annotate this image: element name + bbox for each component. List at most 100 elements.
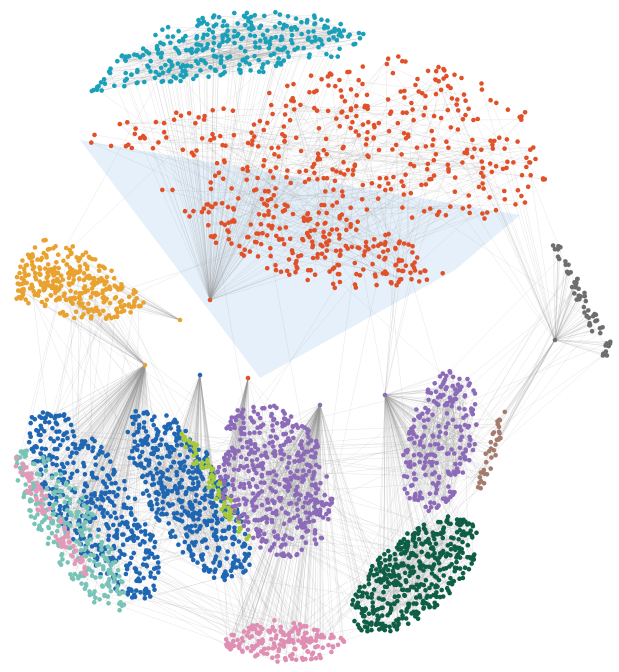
graph-node — [356, 588, 362, 594]
cluster-pink-bottom — [223, 618, 347, 664]
graph-node — [285, 479, 290, 484]
graph-node — [418, 582, 424, 587]
graph-node — [312, 170, 317, 176]
graph-node — [299, 424, 305, 429]
graph-node — [407, 459, 413, 465]
graph-node — [179, 512, 184, 517]
graph-node — [282, 112, 288, 117]
graph-node — [353, 605, 359, 610]
graph-node — [428, 594, 433, 599]
graph-node — [87, 589, 92, 594]
graph-node — [471, 117, 476, 123]
graph-node — [307, 216, 313, 222]
graph-node — [273, 34, 279, 40]
graph-node — [50, 425, 55, 431]
graph-node — [391, 621, 396, 627]
graph-node — [134, 588, 139, 593]
graph-node — [45, 457, 51, 462]
graph-node — [286, 633, 292, 638]
graph-node — [337, 77, 342, 83]
graph-node — [312, 21, 317, 27]
graph-node — [584, 314, 589, 319]
graph-node — [403, 263, 409, 269]
graph-node — [429, 571, 435, 576]
graph-node — [418, 270, 423, 275]
graph-node — [453, 387, 458, 392]
graph-node — [107, 569, 112, 574]
graph-node — [161, 120, 167, 126]
graph-node — [184, 510, 190, 516]
graph-node — [52, 489, 58, 494]
graph-node — [363, 142, 369, 147]
graph-node — [384, 61, 390, 67]
graph-node — [468, 528, 474, 533]
graph-node — [132, 299, 137, 305]
graph-node — [220, 495, 226, 501]
graph-node — [285, 168, 290, 173]
graph-node — [100, 264, 106, 270]
graph-node — [164, 453, 170, 459]
graph-node — [350, 119, 355, 125]
graph-node — [441, 573, 447, 578]
graph-node — [132, 439, 138, 445]
graph-node — [107, 286, 113, 292]
graph-node — [211, 560, 216, 565]
graph-node — [481, 467, 487, 473]
graph-node — [417, 593, 423, 598]
graph-node — [274, 512, 279, 517]
graph-node — [573, 282, 579, 287]
graph-node — [111, 490, 116, 495]
graph-node — [292, 47, 298, 52]
graph-node — [291, 515, 297, 521]
graph-node — [377, 175, 383, 181]
graph-node — [201, 117, 207, 122]
graph-node — [582, 310, 587, 315]
graph-node — [70, 244, 76, 249]
graph-node — [119, 298, 124, 304]
graph-node — [258, 424, 263, 430]
graph-node — [273, 489, 278, 495]
graph-node — [220, 35, 225, 41]
graph-node — [122, 487, 128, 492]
graph-node — [121, 505, 126, 510]
graph-node — [67, 485, 72, 491]
graph-node — [206, 74, 211, 80]
graph-node — [152, 575, 157, 581]
graph-node — [148, 58, 153, 64]
graph-node — [376, 120, 382, 126]
graph-node — [446, 451, 451, 456]
graph-node — [452, 189, 458, 194]
graph-node — [216, 14, 222, 20]
graph-node — [91, 275, 97, 281]
graph-node — [273, 635, 279, 641]
graph-node — [168, 450, 174, 455]
graph-node — [222, 467, 227, 473]
graph-node — [21, 494, 27, 500]
graph-node — [311, 89, 317, 95]
graph-node — [305, 449, 311, 455]
graph-node — [425, 161, 431, 167]
graph-node — [60, 557, 65, 562]
graph-node — [416, 531, 421, 536]
graph-node — [467, 210, 473, 216]
graph-node — [427, 177, 432, 182]
graph-node — [243, 60, 249, 65]
graph-node — [281, 442, 287, 448]
graph-node — [416, 279, 422, 284]
graph-node — [496, 429, 502, 435]
graph-node — [230, 541, 236, 547]
graph-node — [185, 454, 190, 460]
graph-node — [42, 303, 48, 309]
graph-node — [347, 32, 353, 37]
graph-node — [444, 411, 450, 416]
graph-node — [28, 420, 33, 426]
graph-node — [240, 57, 245, 63]
graph-node — [54, 429, 59, 435]
graph-node — [216, 170, 222, 176]
graph-node — [222, 500, 227, 505]
graph-node — [114, 306, 120, 312]
graph-node — [450, 374, 456, 380]
graph-node — [130, 536, 136, 542]
graph-node — [221, 503, 227, 509]
graph-node — [274, 654, 280, 659]
